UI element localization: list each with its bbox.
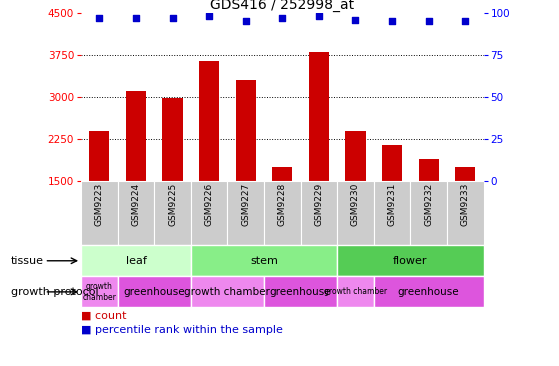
Point [131,15,140,21]
FancyBboxPatch shape [337,181,374,245]
Text: GSM9227: GSM9227 [241,183,250,226]
Point [168,15,177,21]
Text: GSM9230: GSM9230 [351,183,360,227]
Text: flower: flower [393,256,428,266]
Text: greenhouse: greenhouse [124,287,185,297]
FancyBboxPatch shape [264,181,301,245]
Point [205,13,214,19]
Text: GSM9224: GSM9224 [131,183,140,226]
Bar [455,167,475,181]
Text: greenhouse: greenhouse [398,287,459,297]
Point [95,15,104,21]
FancyBboxPatch shape [117,181,154,245]
FancyBboxPatch shape [410,181,447,245]
Text: ■ count: ■ count [81,310,126,320]
FancyBboxPatch shape [374,181,410,245]
Text: GSM9231: GSM9231 [387,183,396,227]
Text: growth chamber: growth chamber [184,287,271,297]
FancyBboxPatch shape [191,245,337,276]
Text: greenhouse: greenhouse [270,287,331,297]
Point [351,16,360,22]
Bar [272,167,292,181]
Text: GSM9225: GSM9225 [168,183,177,226]
Point [278,15,287,21]
Point [461,18,470,24]
Text: GSM9226: GSM9226 [205,183,214,226]
Bar [309,52,329,181]
Point [241,18,250,24]
FancyBboxPatch shape [117,276,191,307]
FancyBboxPatch shape [81,181,117,245]
Bar [126,92,146,181]
Text: GSM9228: GSM9228 [278,183,287,226]
Text: growth chamber: growth chamber [324,287,387,296]
Point [424,18,433,24]
Bar [163,98,183,181]
FancyBboxPatch shape [264,276,337,307]
Bar [89,131,110,181]
FancyBboxPatch shape [191,181,228,245]
FancyBboxPatch shape [447,181,484,245]
Bar [419,159,439,181]
FancyBboxPatch shape [337,245,484,276]
FancyBboxPatch shape [191,276,264,307]
FancyBboxPatch shape [228,181,264,245]
FancyBboxPatch shape [154,181,191,245]
FancyBboxPatch shape [374,276,484,307]
Bar [382,145,402,181]
Text: growth protocol: growth protocol [11,287,99,297]
Text: stem: stem [250,256,278,266]
Title: GDS416 / 252998_at: GDS416 / 252998_at [210,0,354,12]
Bar [199,60,219,181]
Text: GSM9232: GSM9232 [424,183,433,226]
FancyBboxPatch shape [301,181,337,245]
Text: tissue: tissue [11,256,44,266]
Text: ■ percentile rank within the sample: ■ percentile rank within the sample [81,325,283,335]
Point [387,18,396,24]
Text: GSM9233: GSM9233 [461,183,470,227]
Text: GSM9223: GSM9223 [95,183,104,226]
Text: leaf: leaf [126,256,146,266]
Bar [236,80,256,181]
FancyBboxPatch shape [81,245,191,276]
Text: GSM9229: GSM9229 [314,183,324,226]
Text: growth
chamber: growth chamber [82,282,116,302]
FancyBboxPatch shape [81,276,117,307]
FancyBboxPatch shape [337,276,374,307]
Point [314,13,323,19]
Bar [345,131,366,181]
